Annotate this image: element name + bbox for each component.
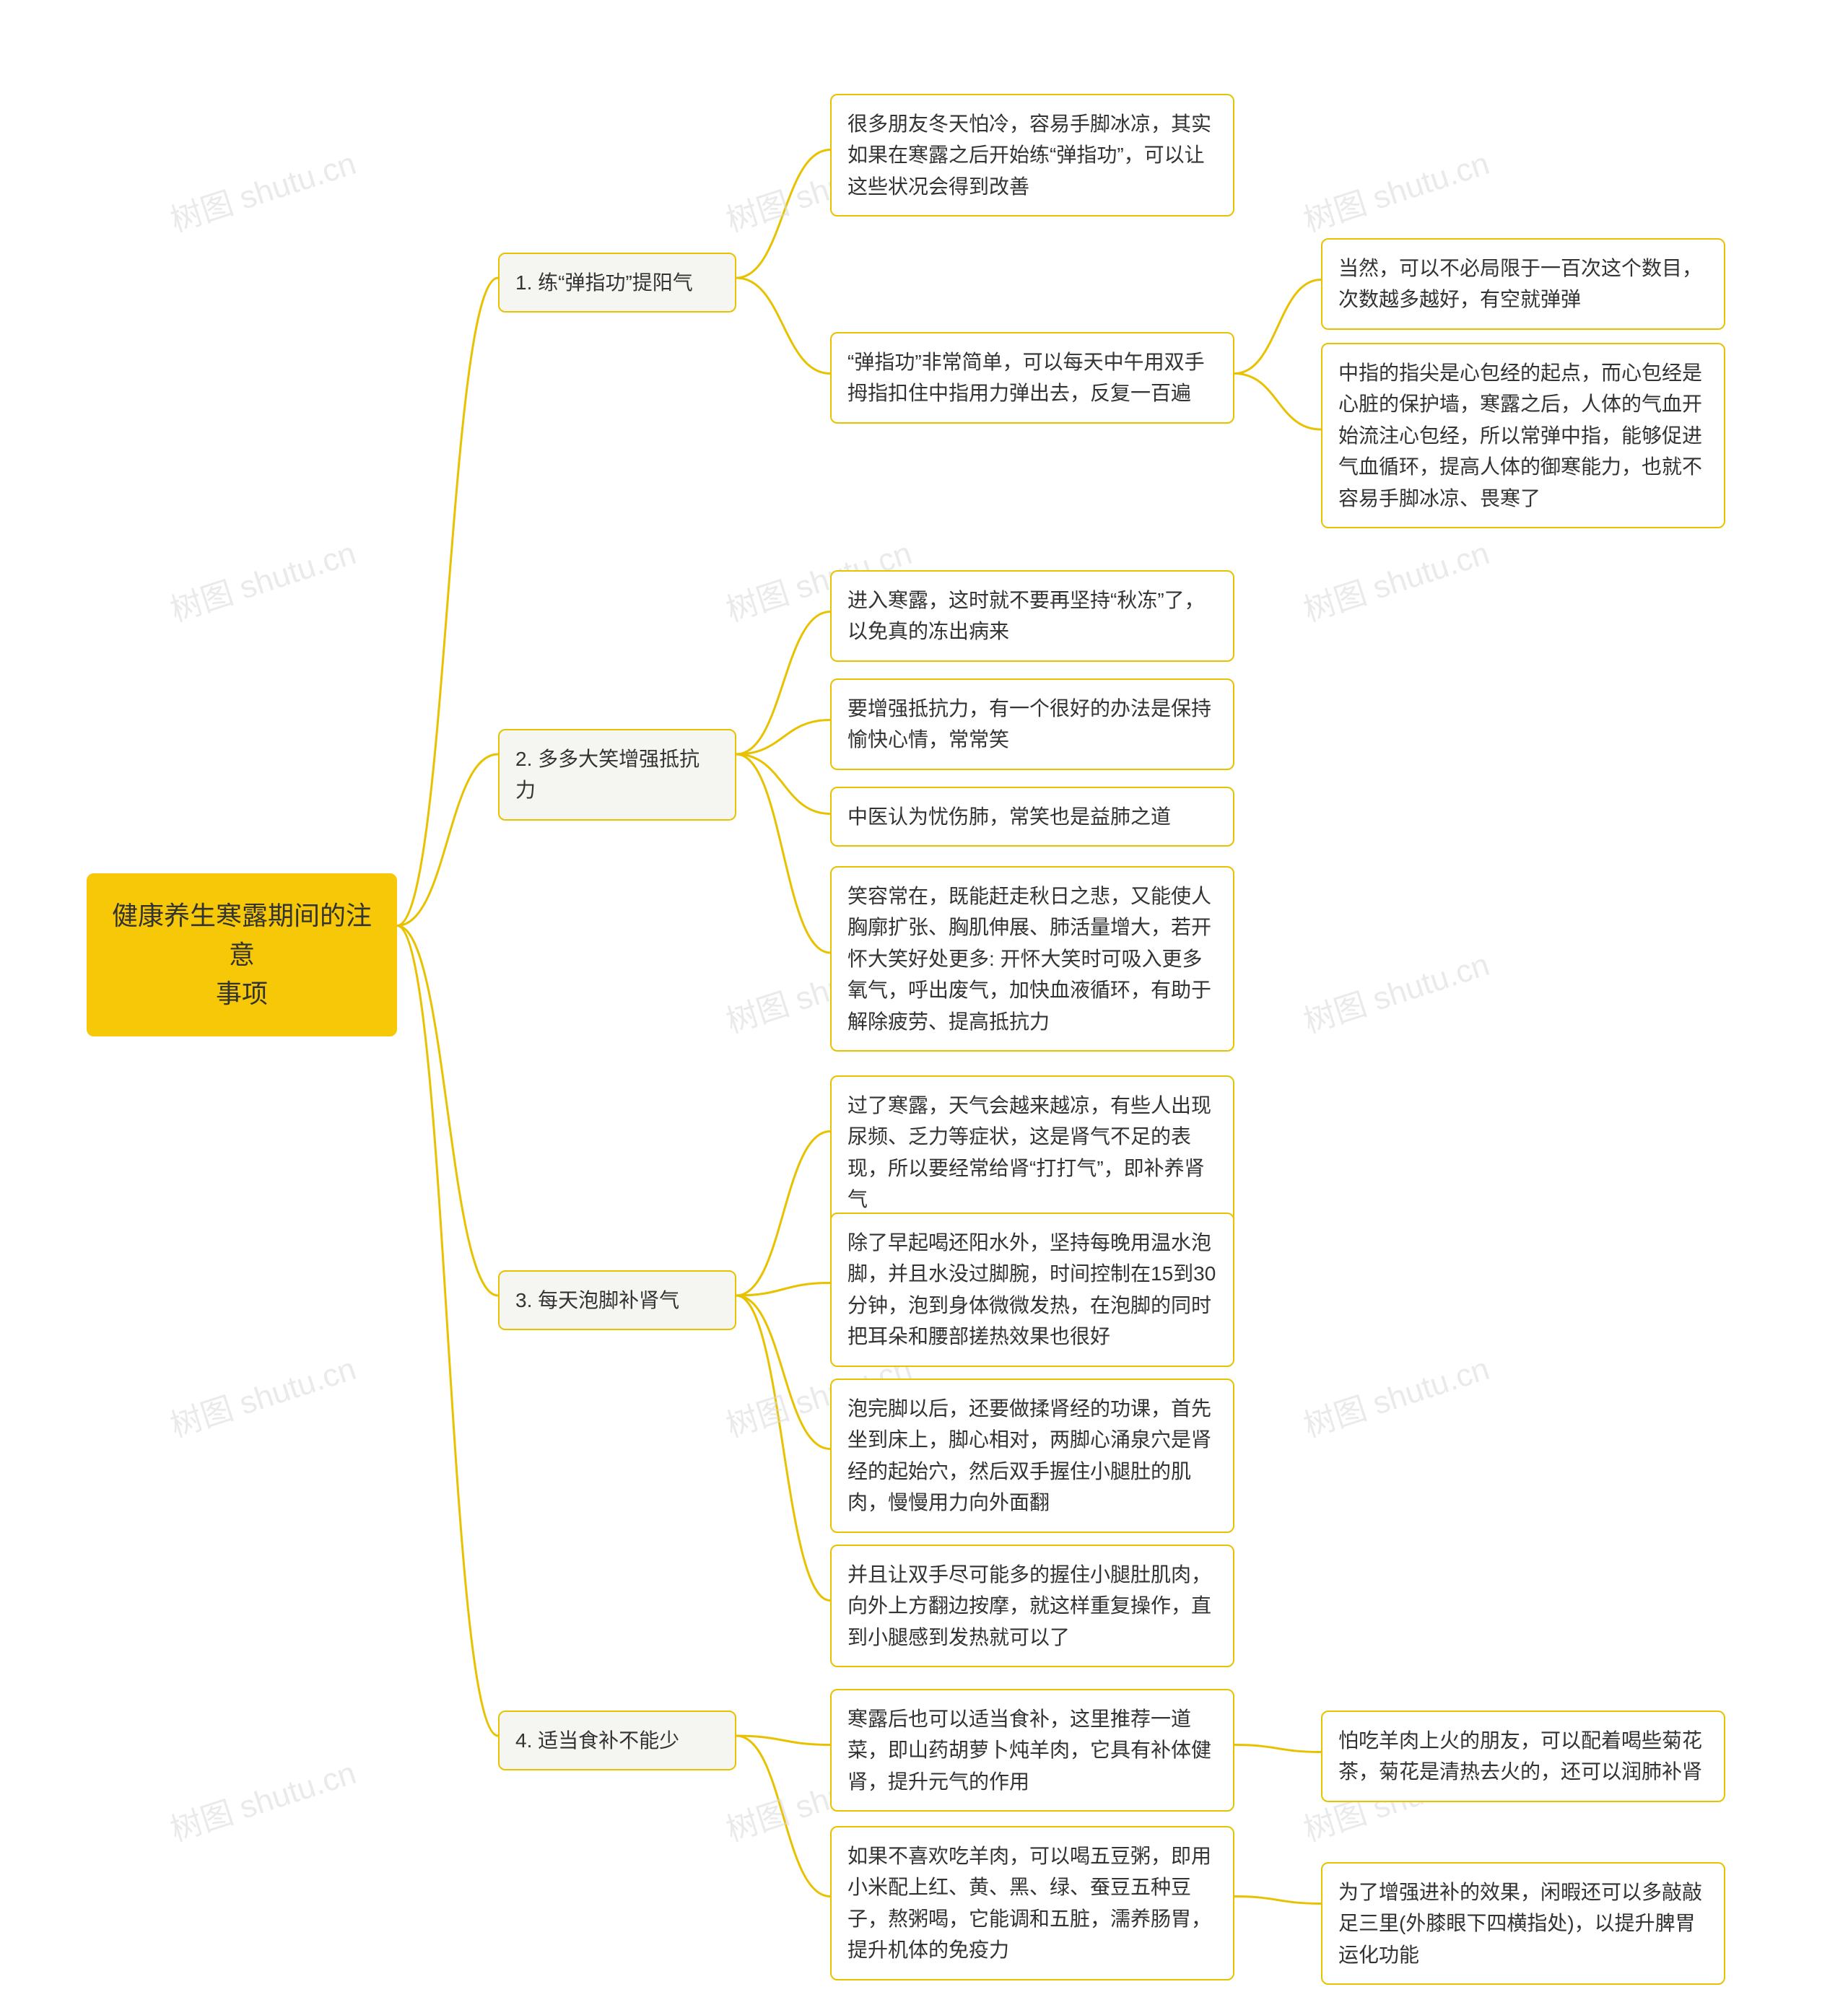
node-label: 怕吃羊肉上火的朋友，可以配着喝些菊花茶，菊花是清热去火的，还可以润肺补肾 [1338,1729,1702,1783]
edge [736,754,830,814]
node-label: 泡完脚以后，还要做揉肾经的功课，首先坐到床上，脚心相对，两脚心涌泉穴是肾经的起始… [847,1397,1211,1513]
leaf-node[interactable]: 泡完脚以后，还要做揉肾经的功课，首先坐到床上，脚心相对，两脚心涌泉穴是肾经的起始… [830,1379,1234,1533]
edge [736,1296,830,1449]
leaf-node[interactable]: 中指的指尖是心包经的起点，而心包经是心脏的保护墙，寒露之后，人体的气血开始流注心… [1321,343,1725,528]
edge [1234,280,1321,374]
edge [1234,374,1321,430]
node-label: “弹指功”非常简单，可以每天中午用双手拇指扣住中指用力弹出去，反复一百遍 [847,351,1205,404]
leaf-node[interactable]: “弹指功”非常简单，可以每天中午用双手拇指扣住中指用力弹出去，反复一百遍 [830,332,1234,424]
node-label: 3. 每天泡脚补肾气 [515,1289,679,1311]
edge [1234,1897,1321,1904]
watermark: 树图 shutu.cn [1297,938,1494,1041]
edge [397,278,498,926]
leaf-node[interactable]: 中医认为忧伤肺，常笑也是益肺之道 [830,787,1234,847]
node-label: 很多朋友冬天怕冷，容易手脚冰凉，其实如果在寒露之后开始练“弹指功”，可以让这些状… [847,113,1211,198]
watermark: 树图 shutu.cn [164,1342,361,1446]
leaf-node[interactable]: 当然，可以不必局限于一百次这个数目，次数越多越好，有空就弹弹 [1321,238,1725,330]
node-label: 2. 多多大笑增强抵抗力 [515,748,699,801]
edge [736,1736,830,1745]
node-label: 为了增强进补的效果，闲暇还可以多敲敲足三里(外膝眼下四横指处)，以提升脾胃运化功… [1338,1881,1702,1966]
leaf-node[interactable]: 进入寒露，这时就不要再坚持“秋冻”了，以免真的冻出病来 [830,570,1234,662]
mindmap-canvas: 树图 shutu.cn 树图 shutu.cn 树图 shutu.cn 树图 shut… [0,0,1848,2005]
node-label: 要增强抵抗力，有一个很好的办法是保持愉快心情，常常笑 [847,697,1211,751]
node-label: 除了早起喝还阳水外，坚持每晚用温水泡脚，并且水没过脚腕，时间控制在15到30分钟… [847,1231,1216,1347]
node-label: 中指的指尖是心包经的起点，而心包经是心脏的保护墙，寒露之后，人体的气血开始流注心… [1338,362,1702,510]
watermark: 树图 shutu.cn [164,1747,361,1850]
leaf-node[interactable]: 怕吃羊肉上火的朋友，可以配着喝些菊花茶，菊花是清热去火的，还可以润肺补肾 [1321,1711,1725,1802]
edge [397,754,498,926]
node-label: 健康养生寒露期间的注意 事项 [112,901,372,1008]
edge [736,1296,830,1601]
edge [736,278,830,374]
node-label: 4. 适当食补不能少 [515,1729,679,1752]
leaf-node[interactable]: 寒露后也可以适当食补，这里推荐一道菜，即山药胡萝卜炖羊肉，它具有补体健肾，提升元… [830,1689,1234,1812]
branch-node[interactable]: 1. 练“弹指功”提阳气 [498,253,736,313]
watermark: 树图 shutu.cn [1297,527,1494,630]
node-label: 并且让双手尽可能多的握住小腿肚肌肉，向外上方翻边按摩，就这样重复操作，直到小腿感… [847,1563,1211,1648]
branch-node[interactable]: 4. 适当食补不能少 [498,1711,736,1770]
edge [736,150,830,279]
edge [1234,1745,1321,1752]
leaf-node[interactable]: 要增强抵抗力，有一个很好的办法是保持愉快心情，常常笑 [830,678,1234,770]
node-label: 过了寒露，天气会越来越凉，有些人出现尿频、乏力等症状，这是肾气不足的表现，所以要… [847,1094,1211,1210]
edge [397,926,498,1296]
watermark: 树图 shutu.cn [164,137,361,240]
branch-node[interactable]: 3. 每天泡脚补肾气 [498,1270,736,1330]
watermark: 树图 shutu.cn [164,527,361,630]
node-label: 寒露后也可以适当食补，这里推荐一道菜，即山药胡萝卜炖羊肉，它具有补体健肾，提升元… [847,1708,1211,1793]
leaf-node[interactable]: 除了早起喝还阳水外，坚持每晚用温水泡脚，并且水没过脚腕，时间控制在15到30分钟… [830,1213,1234,1367]
edge [736,1736,830,1897]
node-label: 中医认为忧伤肺，常笑也是益肺之道 [847,805,1171,828]
branch-node[interactable]: 2. 多多大笑增强抵抗力 [498,729,736,821]
watermark: 树图 shutu.cn [1297,1342,1494,1446]
node-label: 1. 练“弹指功”提阳气 [515,271,693,294]
leaf-node[interactable]: 为了增强进补的效果，闲暇还可以多敲敲足三里(外膝眼下四横指处)，以提升脾胃运化功… [1321,1862,1725,1985]
leaf-node[interactable]: 如果不喜欢吃羊肉，可以喝五豆粥，即用小米配上红、黄、黑、绿、蚕豆五种豆子，熬粥喝… [830,1826,1234,1980]
node-label: 如果不喜欢吃羊肉，可以喝五豆粥，即用小米配上红、黄、黑、绿、蚕豆五种豆子，熬粥喝… [847,1845,1211,1961]
edge [397,926,498,1737]
node-label: 进入寒露，这时就不要再坚持“秋冻”了，以免真的冻出病来 [847,589,1205,642]
leaf-node[interactable]: 很多朋友冬天怕冷，容易手脚冰凉，其实如果在寒露之后开始练“弹指功”，可以让这些状… [830,94,1234,217]
node-label: 笑容常在，既能赶走秋日之悲，又能使人胸廓扩张、胸肌伸展、肺活量增大，若开怀大笑好… [847,885,1211,1033]
edge [736,612,830,755]
leaf-node[interactable]: 过了寒露，天气会越来越凉，有些人出现尿频、乏力等症状，这是肾气不足的表现，所以要… [830,1075,1234,1230]
edge [736,754,830,953]
leaf-node[interactable]: 并且让双手尽可能多的握住小腿肚肌肉，向外上方翻边按摩，就这样重复操作，直到小腿感… [830,1545,1234,1667]
leaf-node[interactable]: 笑容常在，既能赶走秋日之悲，又能使人胸廓扩张、胸肌伸展、肺活量增大，若开怀大笑好… [830,866,1234,1052]
watermark: 树图 shutu.cn [1297,137,1494,240]
root-node[interactable]: 健康养生寒露期间的注意 事项 [87,873,397,1036]
edge [736,1132,830,1296]
edge [736,1283,830,1296]
node-label: 当然，可以不必局限于一百次这个数目，次数越多越好，有空就弹弹 [1338,257,1702,310]
edge [736,720,830,755]
